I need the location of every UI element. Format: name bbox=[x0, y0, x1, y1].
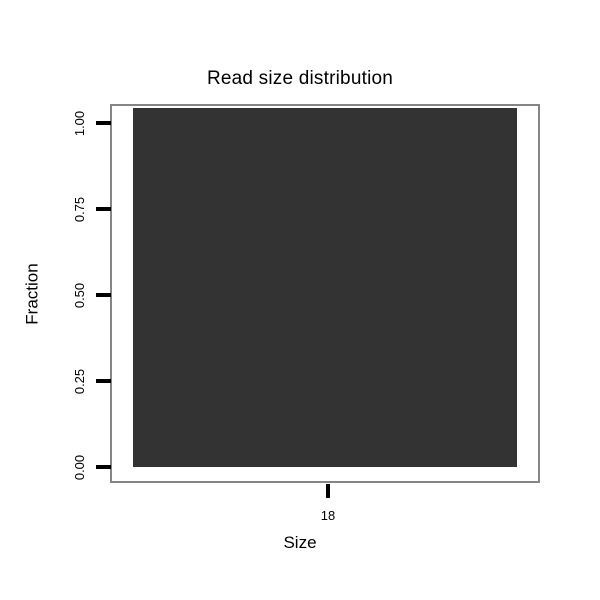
y-tick-0 bbox=[96, 465, 111, 469]
y-tick-4 bbox=[96, 121, 111, 125]
y-tick-label-4: 1.00 bbox=[71, 110, 87, 136]
x-tick-label-0: 18 bbox=[320, 508, 336, 523]
y-tick-label-1: 0.25 bbox=[71, 368, 87, 394]
y-tick-2 bbox=[96, 293, 111, 297]
bar-18[interactable] bbox=[133, 108, 517, 467]
x-tick-0 bbox=[326, 484, 330, 498]
y-tick-3 bbox=[96, 207, 111, 211]
y-axis-title: Fraction bbox=[23, 263, 43, 325]
x-axis-title: Size bbox=[283, 533, 317, 552]
bars-layer bbox=[112, 106, 538, 481]
chart-title: Read size distribution bbox=[206, 68, 394, 89]
y-tick-label-3: 0.75 bbox=[71, 196, 87, 222]
y-tick-label-0: 0.00 bbox=[71, 454, 87, 480]
y-tick-1 bbox=[96, 379, 111, 383]
y-tick-label-2: 0.50 bbox=[71, 282, 87, 308]
